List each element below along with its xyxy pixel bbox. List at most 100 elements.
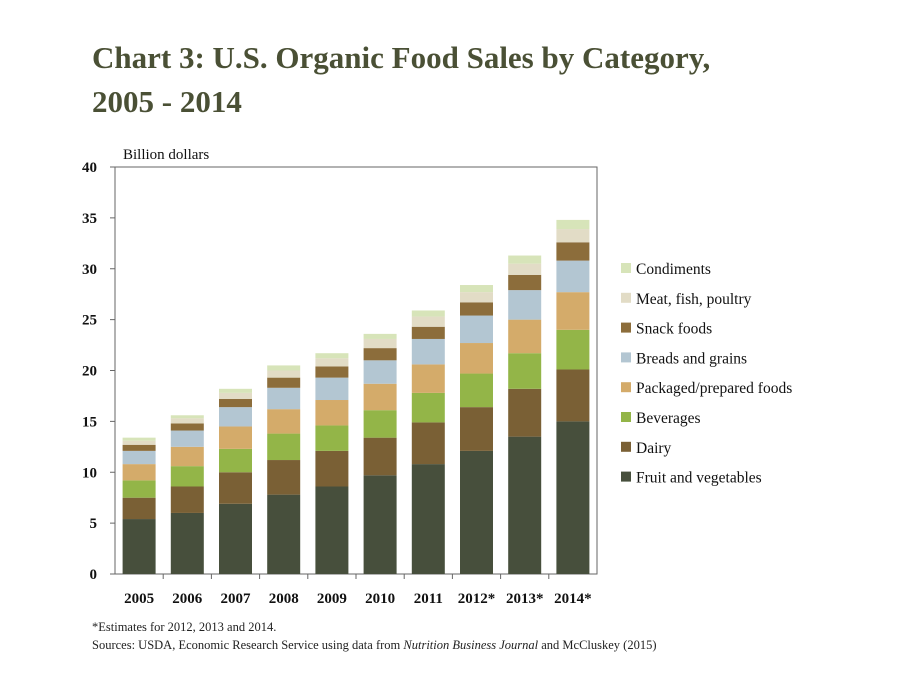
legend-label: Meat, fish, poultry <box>636 291 752 308</box>
bar-segment <box>315 486 349 574</box>
bar-segment <box>219 472 252 504</box>
y-tick-label: 5 <box>90 516 98 532</box>
bar-segment <box>460 285 493 293</box>
title-line-1: Chart 3: U.S. Organic Food Sales by Cate… <box>92 40 711 75</box>
bar-segment <box>508 263 542 275</box>
bar-segment <box>411 422 445 465</box>
y-tick-label: 20 <box>82 364 97 380</box>
bar-segment <box>267 433 301 461</box>
x-tick-label: 2012* <box>458 591 496 607</box>
bar-segment <box>170 466 204 487</box>
bar-segment <box>363 360 397 384</box>
bar-segment <box>460 450 493 574</box>
y-axis-label: Billion dollars <box>123 147 209 163</box>
y-tick-label: 10 <box>82 465 97 481</box>
bar-segment <box>170 430 204 447</box>
bar-segment <box>315 425 349 451</box>
bar-segment <box>460 292 493 303</box>
x-tick-label: 2014* <box>554 591 592 607</box>
bar-segment <box>411 364 445 393</box>
bar-segment <box>460 407 493 451</box>
bar-segment <box>219 426 252 449</box>
sources-italic: Nutrition Business Journal <box>403 638 539 652</box>
chart-title: Chart 3: U.S. Organic Food Sales by Cate… <box>92 36 852 124</box>
bar-segment <box>315 358 349 367</box>
x-tick-label: 2008 <box>269 591 299 607</box>
bar-segment <box>315 450 349 487</box>
legend-swatch <box>621 292 631 303</box>
bar-segment <box>411 338 445 365</box>
bar-segment <box>315 366 349 378</box>
legend-label: Packaged/prepared foods <box>636 380 792 397</box>
bar-segment <box>460 343 493 374</box>
legend-swatch <box>621 352 631 363</box>
bar-segment <box>122 497 156 520</box>
sources-prefix: Sources: USDA, Economic Research Service… <box>92 638 404 652</box>
legend-swatch <box>621 263 631 273</box>
y-tick-label: 0 <box>90 567 98 583</box>
legend-label: Beverages <box>636 410 701 427</box>
bar-segment <box>508 290 542 320</box>
chart-footer: *Estimates for 2012, 2013 and 2014. Sour… <box>92 618 657 654</box>
bar-segment <box>122 464 156 481</box>
bar-segment <box>556 229 590 243</box>
y-tick-label: 35 <box>82 211 97 227</box>
bar-segment <box>460 373 493 408</box>
x-tick-label: 2013* <box>506 591 544 607</box>
legend-label: Fruit and vegetables <box>636 470 762 487</box>
bar-segment <box>267 370 301 378</box>
bar-segment <box>122 450 156 465</box>
bar-segment <box>556 369 590 422</box>
bar-segment <box>363 333 397 339</box>
bar-segment <box>460 315 493 344</box>
bar-segment <box>122 437 156 441</box>
bar-segment <box>556 292 590 330</box>
bar-segment <box>508 436 542 574</box>
bar-segment <box>315 377 349 401</box>
legend-swatch <box>621 382 631 393</box>
bar-segment <box>219 407 252 427</box>
x-tick-label: 2006 <box>172 591 203 607</box>
y-tick-label: 25 <box>82 313 97 329</box>
bar-segment <box>267 409 301 434</box>
bar-segment <box>219 398 252 408</box>
legend-label: Breads and grains <box>636 350 747 367</box>
bar-segment <box>267 387 301 410</box>
bar-segment <box>363 348 397 361</box>
bar-segment <box>267 365 301 371</box>
bar-segment <box>508 388 542 437</box>
bar-segment <box>556 260 590 293</box>
bar-segment <box>556 242 590 261</box>
legend-label: Condiments <box>636 261 711 278</box>
bar-segment <box>315 400 349 426</box>
x-tick-label: 2009 <box>317 591 347 607</box>
bar-segment <box>508 319 542 354</box>
bar-segment <box>219 503 252 574</box>
y-tick-label: 30 <box>82 262 97 278</box>
x-tick-label: 2007 <box>221 591 252 607</box>
bar-segment <box>267 494 301 574</box>
bar-segment <box>170 512 204 574</box>
bar-segment <box>556 421 590 574</box>
bar-segment <box>508 274 542 291</box>
bar-segment <box>363 338 397 349</box>
bar-segment <box>170 486 204 513</box>
bar-segment <box>556 329 590 370</box>
bar-segment <box>122 440 156 445</box>
bar-segment <box>267 460 301 495</box>
footnote: *Estimates for 2012, 2013 and 2014. <box>92 620 277 634</box>
bar-segment <box>363 383 397 411</box>
legend-label: Dairy <box>636 440 672 457</box>
bar-segment <box>411 310 445 317</box>
bar-segment <box>219 392 252 399</box>
legend-label: Snack foods <box>636 321 712 338</box>
bar-segment <box>363 410 397 438</box>
y-tick-label: 40 <box>82 160 97 176</box>
y-tick-label: 15 <box>82 414 97 430</box>
bar-segment <box>315 353 349 359</box>
x-tick-label: 2005 <box>124 591 154 607</box>
bar-segment <box>122 480 156 498</box>
bar-segment <box>363 437 397 476</box>
bar-segment <box>508 353 542 389</box>
